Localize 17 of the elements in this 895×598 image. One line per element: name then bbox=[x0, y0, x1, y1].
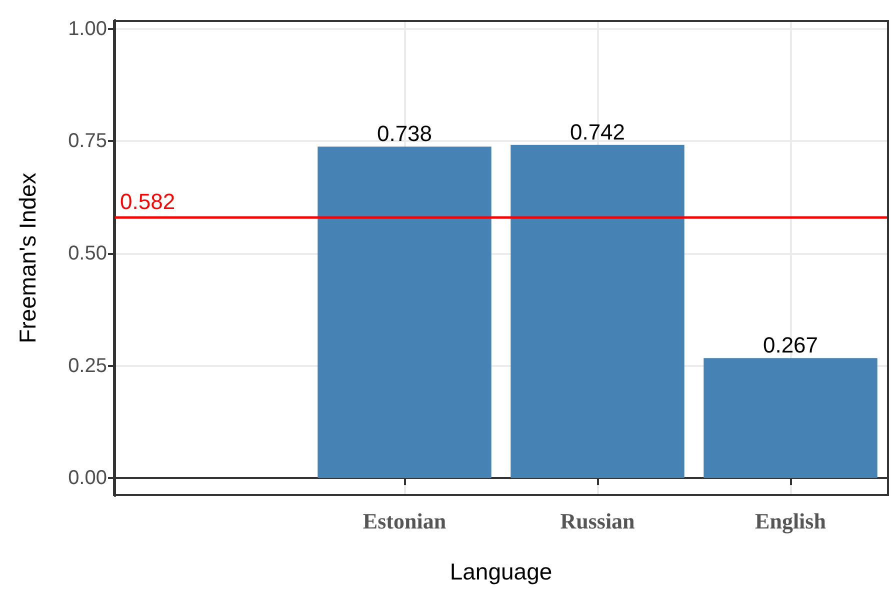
y-tick-label: 0.00 bbox=[68, 467, 107, 490]
data-label: 0.738 bbox=[376, 121, 432, 146]
bar bbox=[510, 144, 684, 478]
y-axis-title: Freeman's Index bbox=[14, 172, 40, 344]
y-tick-label: 1.00 bbox=[68, 18, 107, 40]
data-label: 0.742 bbox=[570, 119, 626, 144]
x-tick-label: Russian bbox=[560, 508, 635, 534]
y-tick-label: 0.50 bbox=[68, 242, 107, 265]
data-label: 0.267 bbox=[762, 332, 818, 358]
x-tick-label: Estonian bbox=[362, 508, 446, 534]
y-tick-label: 0.25 bbox=[68, 354, 107, 377]
bar bbox=[318, 146, 492, 478]
bar bbox=[704, 358, 878, 478]
ref-line-label: 0.582 bbox=[120, 189, 176, 214]
y-tick-label: 0.75 bbox=[68, 130, 107, 152]
x-tick-label: English bbox=[755, 508, 826, 534]
x-axis-title: Language bbox=[450, 558, 552, 584]
